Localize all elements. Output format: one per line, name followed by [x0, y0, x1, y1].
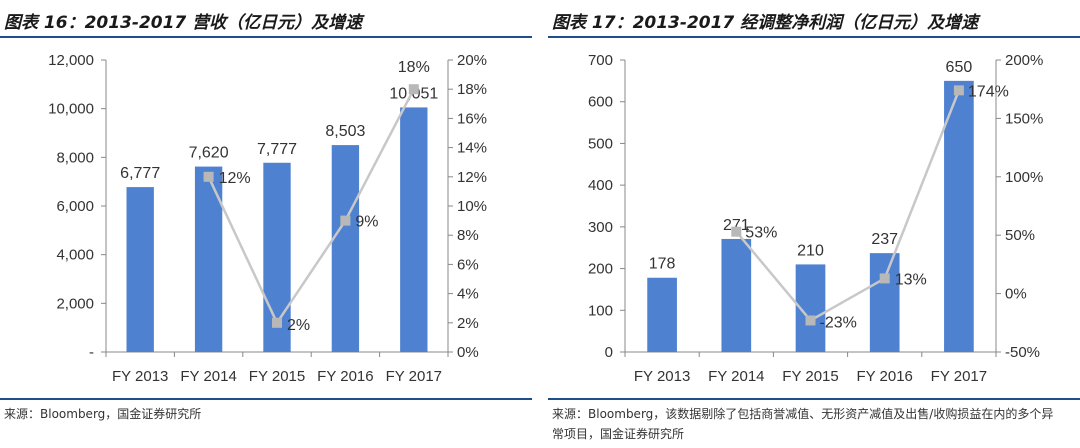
- growth-value-label: 53%: [745, 225, 777, 242]
- y2-tick-label: 16%: [457, 110, 487, 127]
- bar-value-label: 650: [946, 59, 973, 76]
- growth-line: [207, 88, 415, 325]
- y2-tick-label: 8%: [457, 227, 479, 244]
- source-note: 来源：Bloomberg，该数据剔除了包括商誉减值、无形资产减值及出售/收购损益…: [552, 407, 1054, 441]
- source-note: 来源：Bloomberg，国金证券研究所: [4, 407, 202, 421]
- source-rule: [548, 398, 1080, 400]
- title-rule: [0, 36, 532, 38]
- growth-point: [203, 171, 214, 182]
- bar-value-label: 7,620: [189, 145, 229, 162]
- y2-tick-label: 200%: [1005, 52, 1043, 69]
- y-tick-label: 4,000: [56, 247, 94, 264]
- bar-value-label: 271: [723, 217, 750, 234]
- x-tick-label: FY 2014: [708, 368, 764, 385]
- x-tick-label: FY 2017: [931, 368, 987, 385]
- y-tick-label: 200: [588, 261, 613, 278]
- growth-point: [879, 273, 890, 284]
- bar: [647, 277, 677, 352]
- y2-tick-label: 2%: [457, 315, 479, 332]
- y2-tick-label: 0%: [1005, 286, 1027, 303]
- bar-value-label: 237: [871, 231, 898, 248]
- y-tick-label: 2,000: [56, 295, 94, 312]
- growth-point: [272, 317, 282, 328]
- y2-tick-label: 12%: [457, 169, 487, 186]
- x-tick-label: FY 2013: [112, 368, 168, 385]
- y-tick-label: 500: [588, 135, 613, 152]
- bar: [126, 187, 154, 352]
- growth-value-label: 2%: [287, 317, 310, 334]
- y2-tick-label: 10%: [457, 198, 487, 215]
- y-tick-label: 6,000: [56, 198, 94, 215]
- title-rule: [548, 36, 1080, 38]
- growth-point: [408, 84, 419, 95]
- revenue-chart: - 2,000 4,000 6,000 8,000 10,000 12,000 0% 2% 4% 6…: [48, 52, 487, 385]
- y2-tick-label: 150%: [1005, 110, 1043, 127]
- profit-chart: 0 100 200 300 400 500 600 700 -50% 0% 50% 100% 150% 2…: [588, 52, 1043, 385]
- y-tick-label: 700: [588, 52, 613, 69]
- y2-tick-label: 20%: [457, 52, 487, 69]
- x-tick-label: FY 2015: [249, 368, 305, 385]
- y2-tick-label: 50%: [1005, 227, 1035, 244]
- bar: [400, 107, 428, 353]
- x-tick-label: FY 2014: [180, 368, 236, 385]
- source-rule: [0, 398, 532, 400]
- x-tick-label: FY 2016: [317, 368, 373, 385]
- y-tick-label: 12,000: [48, 52, 94, 69]
- y2-tick-label: -50%: [1005, 344, 1040, 361]
- bar-value-label: 8,503: [325, 123, 365, 140]
- y2-tick-label: 100%: [1005, 169, 1043, 186]
- y2-tick-label: 6%: [457, 256, 479, 273]
- bar-value-label: 7,777: [257, 141, 297, 158]
- y-tick-label: 10,000: [48, 101, 94, 118]
- growth-value-label: -23%: [820, 314, 857, 331]
- growth-value-label: 13%: [895, 271, 927, 288]
- growth-value-label: 18%: [398, 59, 430, 76]
- growth-value-label: 9%: [355, 214, 378, 231]
- x-tick-label: FY 2016: [856, 368, 912, 385]
- x-tick-label: FY 2017: [386, 368, 442, 385]
- growth-point: [731, 226, 742, 237]
- y-tick-label: -: [89, 344, 94, 361]
- revenue-chart-panel: 图表 16：2013-2017 营收（亿日元）及增速 - 2,000 4,000 6,…: [0, 0, 532, 448]
- y-tick-label: 8,000: [56, 149, 94, 166]
- bar: [721, 238, 752, 352]
- x-tick-label: FY 2015: [782, 368, 838, 385]
- growth-value-label: 174%: [968, 83, 1009, 100]
- bar: [869, 253, 900, 352]
- y2-tick-label: 14%: [457, 140, 487, 157]
- bar-value-label: 178: [649, 256, 676, 273]
- y-tick-label: 0: [605, 344, 613, 361]
- y-tick-label: 600: [588, 94, 613, 111]
- growth-line: [735, 89, 961, 322]
- y2-tick-label: 0%: [457, 344, 479, 361]
- growth-value-label: 12%: [219, 170, 251, 187]
- chart-title: 图表 16：2013-2017 营收（亿日元）及增速: [4, 13, 363, 33]
- bar-value-label: 6,777: [120, 165, 160, 182]
- bar: [944, 80, 974, 352]
- growth-point: [805, 315, 816, 326]
- y2-tick-label: 18%: [457, 81, 487, 98]
- x-tick-label: FY 2013: [634, 368, 690, 385]
- bar: [331, 145, 360, 352]
- y-tick-label: 100: [588, 302, 613, 319]
- growth-point: [340, 215, 351, 226]
- y2-tick-label: 4%: [457, 286, 479, 303]
- chart-title: 图表 17：2013-2017 经调整净利润（亿日元）及增速: [552, 13, 979, 33]
- y-tick-label: 300: [588, 219, 613, 236]
- growth-point: [953, 85, 964, 96]
- y-tick-label: 400: [588, 177, 613, 194]
- profit-chart-panel: 图表 17：2013-2017 经调整净利润（亿日元）及增速 0 100 200 30…: [548, 0, 1080, 448]
- bar-value-label: 210: [797, 242, 824, 259]
